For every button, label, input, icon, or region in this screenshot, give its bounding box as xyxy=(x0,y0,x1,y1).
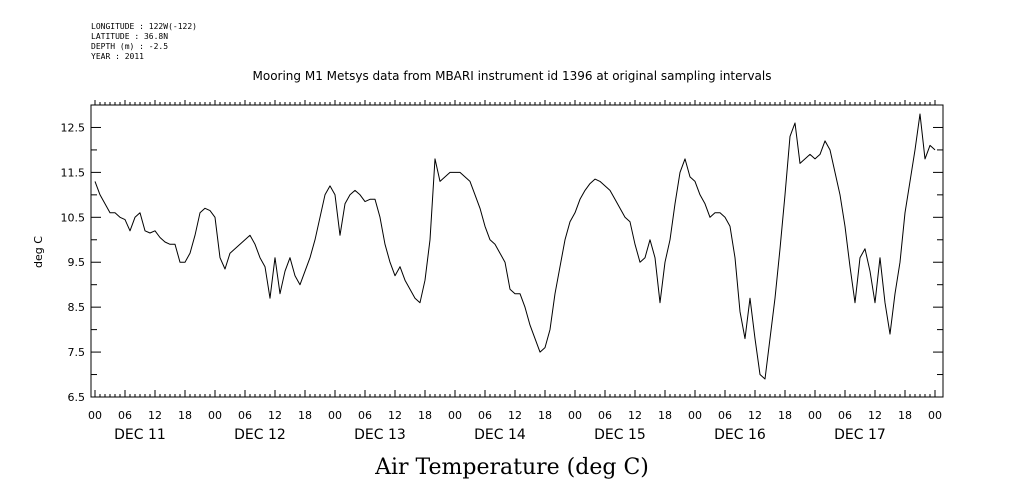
x-hour-label: 18 xyxy=(778,409,792,422)
x-hour-label: 00 xyxy=(568,409,582,422)
x-hour-label: 18 xyxy=(658,409,672,422)
meta-latitude: LATITUDE : 36.8N xyxy=(91,32,168,41)
x-hour-label: 12 xyxy=(748,409,762,422)
meta-depth: DEPTH (m) : -2.5 xyxy=(91,42,168,51)
y-axis-label: deg C xyxy=(32,236,45,268)
x-hour-label: 00 xyxy=(88,409,102,422)
y-tick-label: 11.5 xyxy=(61,166,86,179)
x-day-label: DEC 17 xyxy=(834,427,886,443)
x-axis: 00 06 12 18 00 06 12 18 00 06 12 18 00 06 12 18 00 06 12 18… xyxy=(88,100,942,443)
x-hour-label: 18 xyxy=(178,409,192,422)
x-hour-label: 00 xyxy=(448,409,462,422)
y-tick-label: 12.5 xyxy=(61,121,86,134)
x-hour-label: 18 xyxy=(538,409,552,422)
series-group xyxy=(94,113,936,380)
x-hour-label: 00 xyxy=(328,409,342,422)
x-hour-label: 12 xyxy=(508,409,522,422)
x-day-label: DEC 13 xyxy=(354,427,406,443)
x-hour-label: 12 xyxy=(388,409,402,422)
y-axis: 6.5 7.5 8.5 9.5 10.5 11.5 12.5 xyxy=(61,104,943,404)
x-day-label: DEC 16 xyxy=(714,427,766,443)
x-hour-label: 06 xyxy=(718,409,732,422)
y-tick-label: 10.5 xyxy=(61,211,86,224)
x-day-label: DEC 14 xyxy=(474,427,526,443)
x-hour-label: 12 xyxy=(628,409,642,422)
x-day-label: DEC 15 xyxy=(594,427,646,443)
meta-longitude: LONGITUDE : 122W(-122) xyxy=(91,22,197,31)
series-line xyxy=(94,113,936,380)
x-hour-label: 06 xyxy=(358,409,372,422)
x-hour-label: 18 xyxy=(898,409,912,422)
x-hour-label: 06 xyxy=(598,409,612,422)
x-hour-label: 12 xyxy=(868,409,882,422)
station-metadata: LONGITUDE : 122W(-122) LATITUDE : 36.8N … xyxy=(91,22,197,61)
plot-frame xyxy=(90,104,944,398)
meta-year: YEAR : 2011 xyxy=(91,52,144,61)
x-hour-label: 06 xyxy=(118,409,132,422)
y-tick-label: 6.5 xyxy=(68,391,86,404)
x-hour-label: 00 xyxy=(928,409,942,422)
x-hour-label: 06 xyxy=(238,409,252,422)
y-tick-label: 9.5 xyxy=(68,256,86,269)
footer-title: Air Temperature (deg C) xyxy=(374,455,649,480)
y-tick-label: 7.5 xyxy=(68,346,86,359)
x-hour-label: 18 xyxy=(418,409,432,422)
x-hour-label: 12 xyxy=(148,409,162,422)
x-hour-label: 00 xyxy=(208,409,222,422)
x-hour-label: 00 xyxy=(808,409,822,422)
x-hour-label: 12 xyxy=(268,409,282,422)
x-hour-label: 00 xyxy=(688,409,702,422)
x-hour-label: 06 xyxy=(838,409,852,422)
chart-title: Mooring M1 Metsys data from MBARI instru… xyxy=(253,69,772,83)
x-day-label: DEC 11 xyxy=(114,427,166,443)
x-hour-label: 18 xyxy=(298,409,312,422)
x-day-label: DEC 12 xyxy=(234,427,286,443)
y-tick-label: 8.5 xyxy=(68,301,86,314)
x-hour-label: 06 xyxy=(478,409,492,422)
